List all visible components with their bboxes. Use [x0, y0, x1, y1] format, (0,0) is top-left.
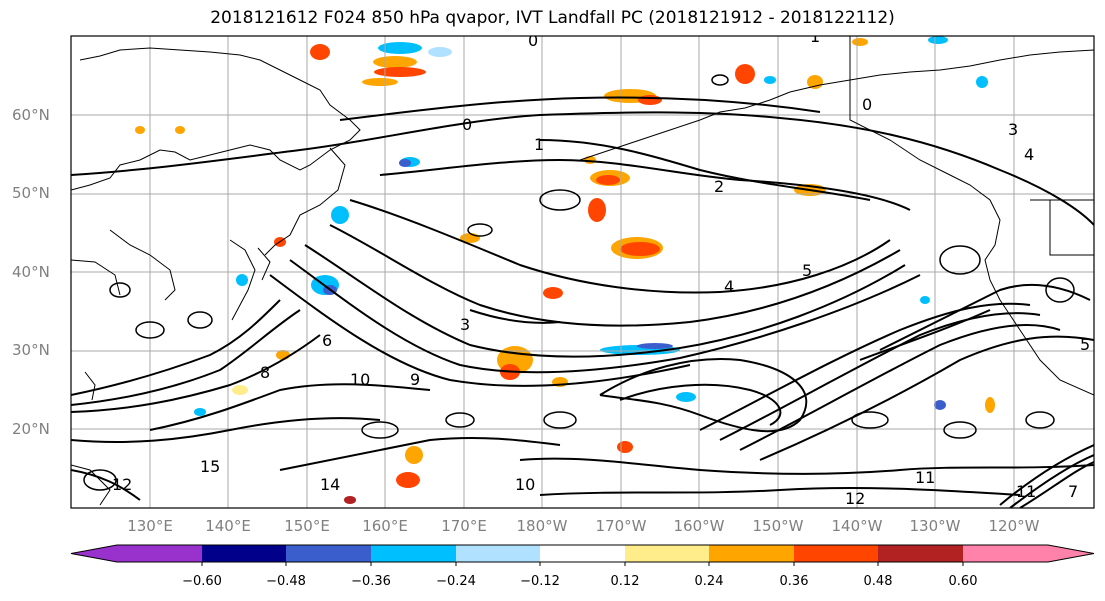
- lon-label: 140°E: [205, 517, 251, 535]
- lon-label: 140°W: [831, 517, 883, 535]
- contour-label: 5: [1080, 335, 1090, 354]
- lon-label: 130°W: [909, 517, 961, 535]
- contour-label: 10: [515, 475, 535, 494]
- lon-label: 130°E: [127, 517, 173, 535]
- colorbar-cell: [709, 545, 794, 562]
- contour-label: 2: [714, 177, 724, 196]
- lat-label: 30°N: [12, 341, 50, 359]
- contour-label: 12: [112, 475, 132, 494]
- contour-label: 4: [724, 277, 734, 296]
- contour-label: 11: [915, 468, 935, 487]
- colorbar-cell: [878, 545, 963, 562]
- colorbar-cell: [625, 545, 709, 562]
- colorbar-tick: −0.36: [351, 574, 391, 589]
- contour-label: 12: [845, 489, 865, 508]
- colorbar-cell: [71, 545, 202, 562]
- colorbar-cell: [963, 545, 1094, 562]
- lon-label: 150°W: [752, 517, 804, 535]
- lat-label: 60°N: [12, 106, 50, 124]
- colorbar-tick: 0.12: [610, 574, 640, 589]
- contour-labels: 0 0 0 1 1 2 3 3 4 4 5 5 6 8 9 10 10 11 1…: [112, 27, 1090, 508]
- contour-label: 3: [1008, 120, 1018, 139]
- contour-label: 9: [410, 370, 420, 389]
- colorbar-tick: 0.60: [948, 574, 978, 589]
- contour-label: 14: [320, 475, 340, 494]
- contour-label: 0: [462, 115, 472, 134]
- contour-label: 6: [322, 331, 332, 350]
- contour-label: 4: [1024, 145, 1034, 164]
- contour-blobs: [83, 74, 1075, 491]
- colorbar-cell: [794, 545, 878, 562]
- map-title: 2018121612 F024 850 hPa qvapor, IVT Land…: [210, 8, 895, 28]
- coastlines: [71, 36, 1094, 506]
- colorbar-tick: −0.48: [266, 574, 306, 589]
- colorbar-cell: [540, 545, 625, 562]
- lon-label: 150°E: [284, 517, 330, 535]
- contour-label: 10: [350, 370, 370, 389]
- colorbar-cell: [456, 545, 540, 562]
- contour-label: 3: [460, 315, 470, 334]
- colorbar-tick: 0.24: [694, 574, 724, 589]
- colorbar-tick: −0.60: [182, 574, 222, 589]
- contour-label: 15: [200, 457, 220, 476]
- contour-label: 8: [260, 363, 270, 382]
- lon-label: 170°W: [595, 517, 647, 535]
- lon-label: 170°E: [441, 517, 487, 535]
- contour-label: 1: [534, 135, 544, 154]
- lat-label: 40°N: [12, 263, 50, 281]
- contour-label: 0: [528, 31, 538, 50]
- contour-lines: [71, 96, 1094, 508]
- lon-label: 160°E: [362, 517, 408, 535]
- lat-label: 20°N: [12, 420, 50, 438]
- lat-label: 50°N: [12, 184, 50, 202]
- map-frame: [70, 35, 1095, 509]
- colorbar-tick: −0.12: [520, 574, 560, 589]
- colorbar-outline: [70, 544, 1095, 563]
- lon-label: 120°W: [988, 517, 1040, 535]
- contour-label: 0: [862, 95, 872, 114]
- colorbar-cell: [202, 545, 286, 562]
- colorbar-cell: [371, 545, 456, 562]
- colorbar-tick: 0.36: [779, 574, 809, 589]
- colorbar-tick: 0.48: [863, 574, 893, 589]
- contour-label: 7: [1068, 482, 1078, 501]
- contour-label: 11: [1016, 482, 1036, 501]
- colorbar-cell: [286, 545, 371, 562]
- contour-label: 1: [810, 27, 820, 46]
- colorbar-tick: −0.24: [436, 574, 476, 589]
- contour-label: 5: [802, 261, 812, 280]
- lon-label: 180°W: [516, 517, 568, 535]
- lon-label: 160°W: [673, 517, 725, 535]
